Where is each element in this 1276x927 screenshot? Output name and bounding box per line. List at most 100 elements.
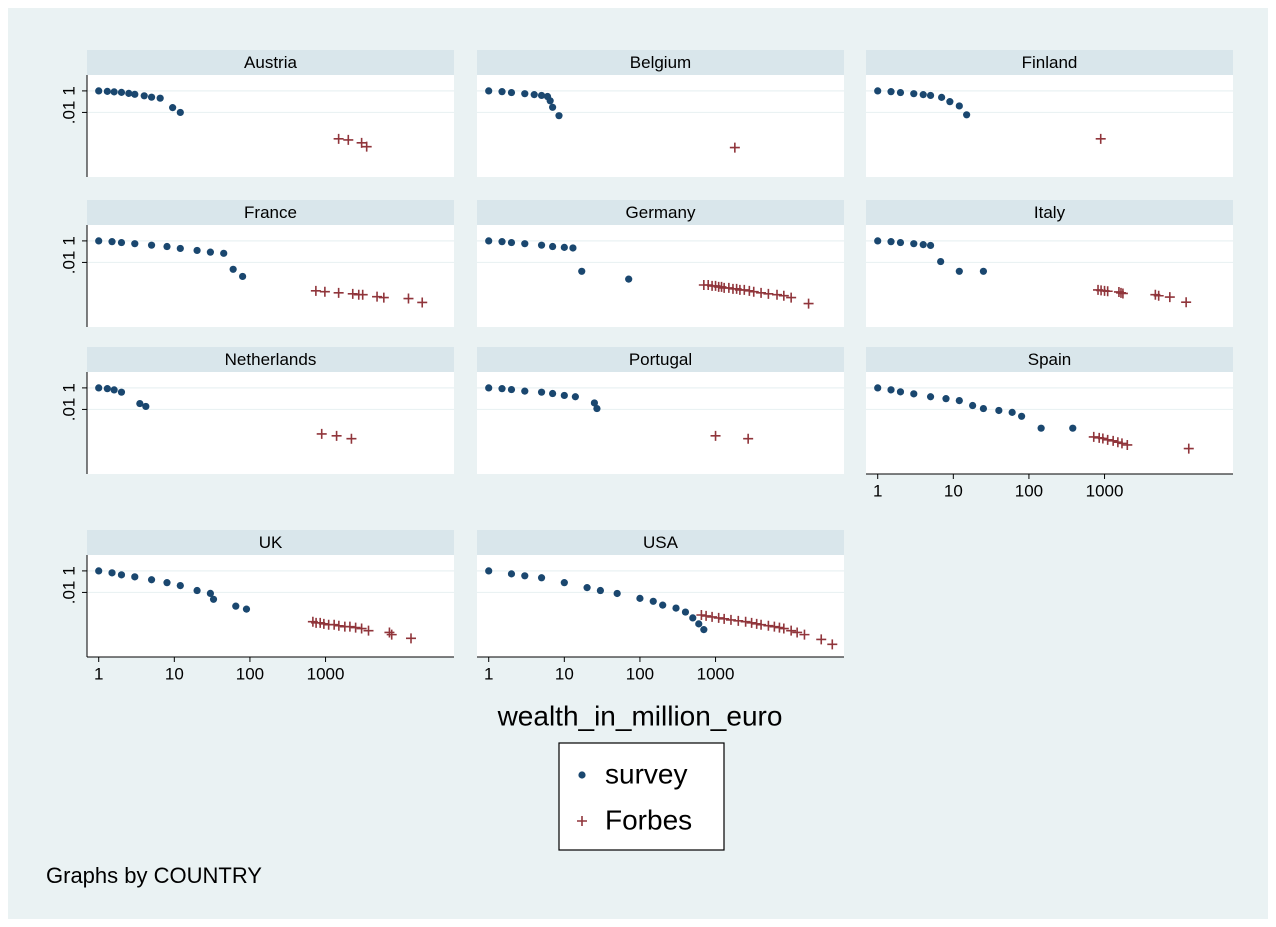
point: [729, 142, 740, 153]
panel-header: [87, 50, 454, 75]
point: [193, 246, 201, 255]
point: [193, 586, 201, 595]
point: [103, 385, 111, 393]
x-tick-label: 1: [484, 664, 493, 683]
point: [507, 238, 516, 247]
point: [206, 248, 214, 256]
panel-title: USA: [643, 533, 679, 552]
panel-header: [477, 347, 844, 372]
point: [347, 288, 358, 299]
point: [748, 286, 759, 297]
panel-header: [866, 347, 1233, 372]
point: [778, 623, 789, 634]
point: [560, 579, 568, 587]
point: [571, 393, 579, 401]
point: [555, 112, 563, 120]
note: Graphs by COUNTRY: [46, 863, 262, 888]
point: [910, 90, 918, 98]
point: [1037, 424, 1045, 432]
x-tick-label: 10: [165, 664, 184, 683]
point: [969, 401, 977, 410]
point: [549, 242, 557, 251]
point: [896, 388, 905, 396]
point: [719, 613, 730, 624]
y-tick-label: 1: [59, 566, 78, 575]
point: [485, 87, 493, 95]
point: [485, 384, 493, 392]
point: [1102, 434, 1113, 445]
panel-header: [477, 50, 844, 75]
point: [319, 286, 330, 297]
point: [756, 619, 767, 630]
legend-marker: [578, 771, 586, 779]
panel-header: [87, 530, 454, 555]
point: [778, 290, 789, 301]
point: [955, 267, 963, 275]
point: [485, 237, 493, 245]
point: [108, 569, 116, 577]
point: [131, 90, 139, 98]
point: [316, 428, 327, 439]
point: [176, 244, 184, 253]
point: [147, 93, 156, 101]
point: [1153, 290, 1164, 301]
point: [1069, 424, 1077, 432]
legend-label: survey: [605, 758, 687, 789]
point: [701, 610, 712, 621]
point: [733, 615, 744, 626]
point: [530, 91, 538, 99]
point: [874, 384, 882, 392]
point: [792, 627, 803, 638]
point: [95, 87, 103, 95]
point: [498, 88, 506, 96]
point: [386, 629, 397, 640]
point: [560, 391, 568, 400]
plot-area: [87, 225, 454, 327]
point: [331, 430, 342, 441]
point: [593, 404, 601, 413]
legend-box: [558, 742, 725, 851]
point: [696, 609, 707, 620]
point: [346, 433, 357, 444]
point: [1183, 443, 1194, 454]
panel-header: [87, 347, 454, 372]
point: [979, 267, 988, 275]
point: [507, 570, 516, 578]
y-tick-label: .01: [59, 251, 78, 275]
x-axis-label: wealth_in_million_euro: [497, 700, 783, 731]
x-tick-label: 100: [236, 664, 264, 683]
point: [117, 88, 126, 96]
point: [710, 430, 721, 441]
point: [1116, 438, 1127, 449]
point: [896, 88, 905, 97]
point: [1008, 408, 1016, 416]
point: [659, 601, 667, 609]
point: [896, 238, 905, 247]
plot-area: [87, 555, 454, 657]
point: [239, 272, 247, 281]
point: [1088, 431, 1099, 442]
point: [206, 589, 214, 598]
x-tick-label: 1000: [697, 664, 735, 683]
point: [537, 388, 546, 396]
point: [417, 297, 428, 308]
panel-header: [477, 200, 844, 225]
point: [108, 238, 116, 246]
point: [310, 285, 321, 296]
point: [874, 87, 882, 95]
y-tick-label: 1: [59, 86, 78, 95]
point: [743, 433, 754, 444]
point: [163, 579, 171, 587]
point: [1117, 288, 1128, 299]
point: [344, 621, 355, 632]
panel-header: [87, 200, 454, 225]
point: [926, 91, 935, 100]
panel-title: Italy: [1034, 203, 1066, 222]
point: [361, 141, 372, 152]
y-tick-label: .01: [59, 581, 78, 605]
point: [746, 617, 757, 628]
point: [744, 285, 755, 296]
plot-area: [866, 372, 1233, 474]
point: [378, 292, 389, 303]
